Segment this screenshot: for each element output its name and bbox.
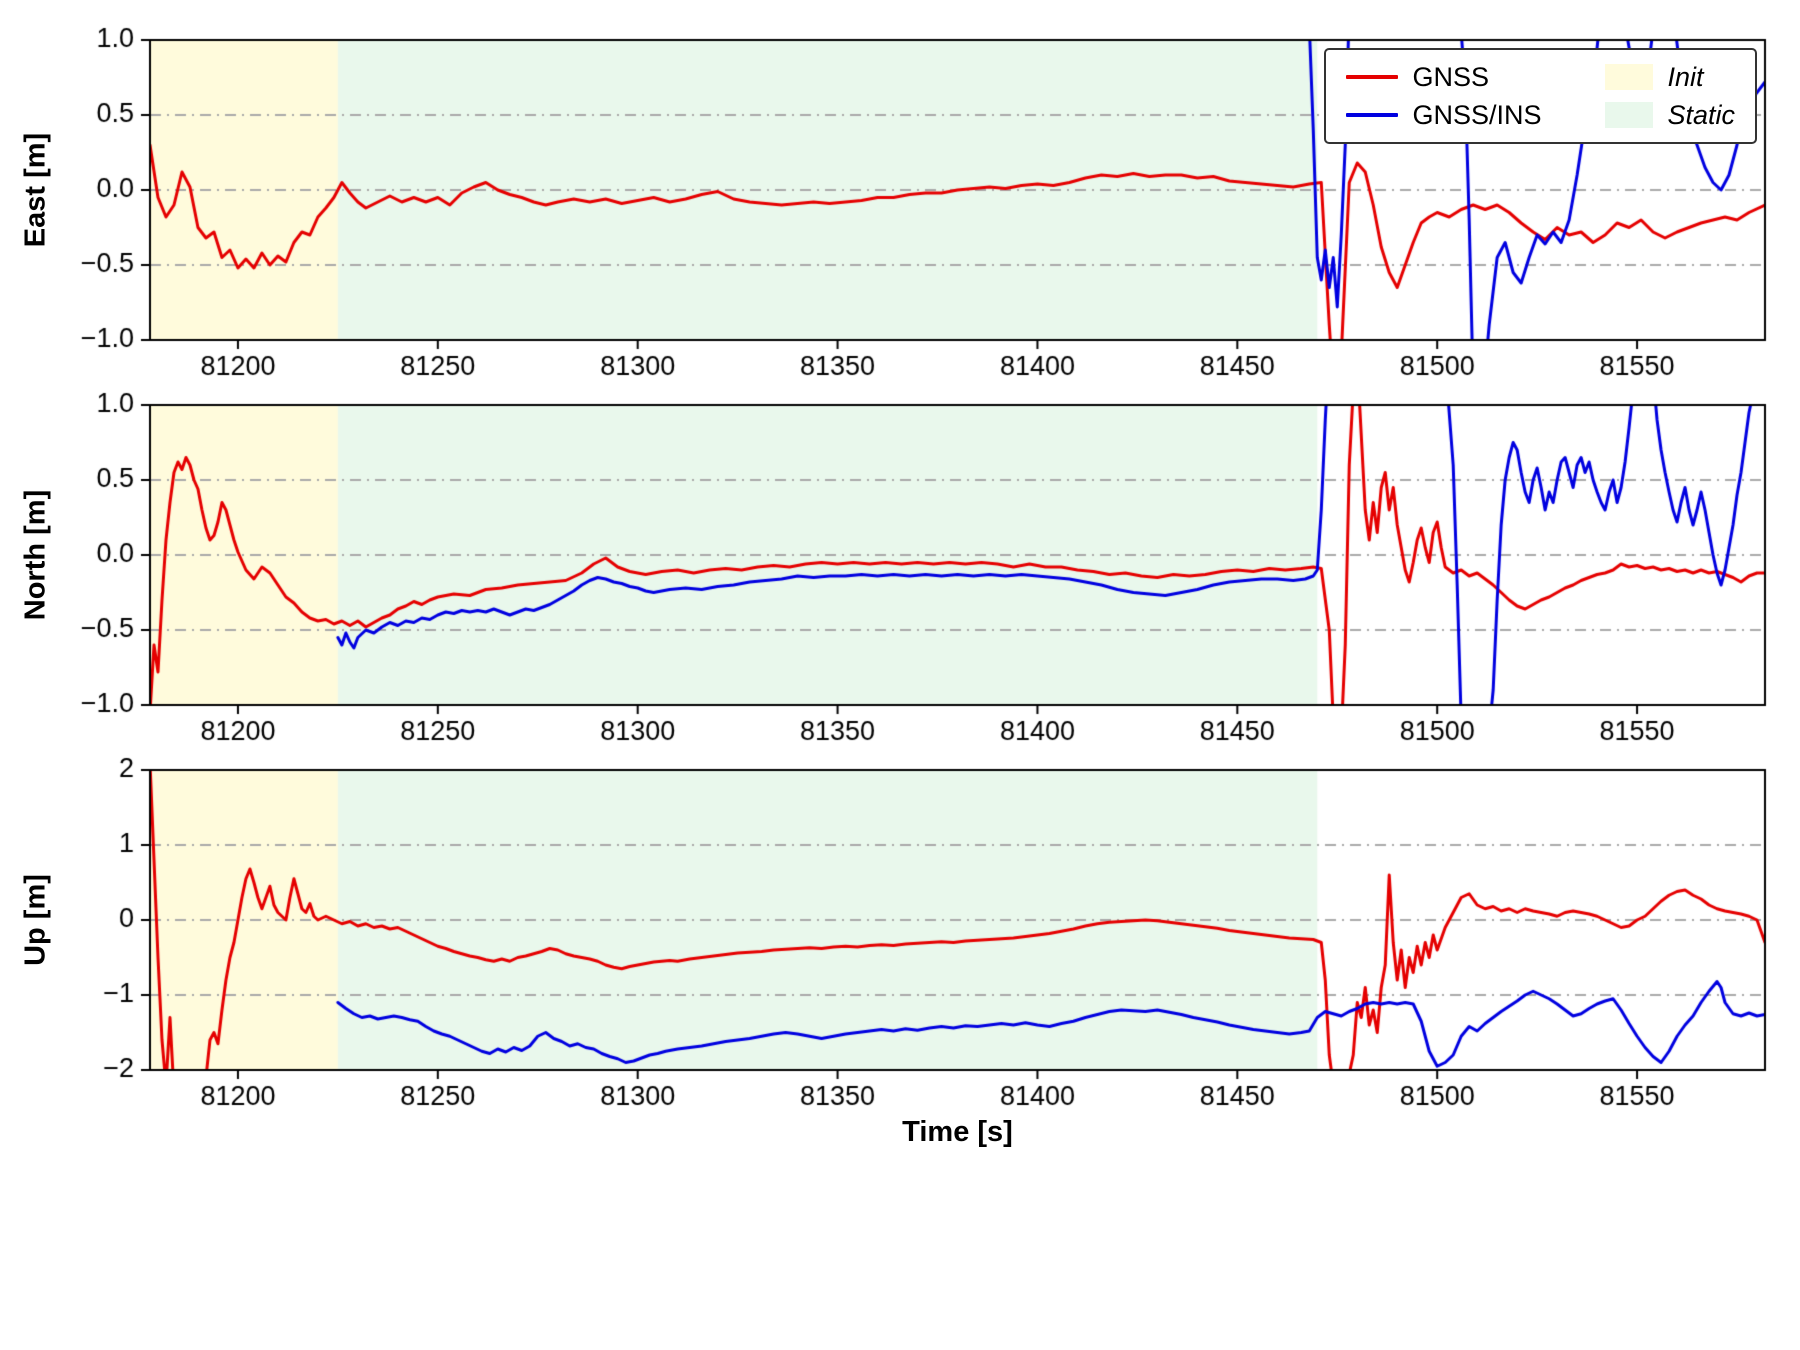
legend: GNSS GNSS/INS Init Static [1324, 48, 1757, 144]
x-axis-label-time: Time [s] [902, 1116, 1013, 1148]
y-axis-label-east: East [m] [19, 132, 52, 248]
y-axis-label-north: North [m] [19, 489, 52, 621]
y-axis-label-up: Up [m] [19, 874, 52, 966]
gnss-ins-line-swatch [1346, 113, 1399, 117]
legend-entry-gnss-ins: GNSS/INS [1346, 100, 1541, 131]
init-patch-swatch [1605, 64, 1654, 90]
legend-label-static: Static [1667, 99, 1735, 130]
legend-entry-gnss: GNSS [1346, 62, 1541, 93]
legend-label-gnss: GNSS [1412, 61, 1489, 92]
legend-label-gnss-ins: GNSS/INS [1412, 99, 1542, 130]
legend-label-init: Init [1667, 61, 1704, 92]
legend-entry-init: Init [1605, 62, 1735, 93]
static-patch-swatch [1605, 102, 1654, 128]
gnss-line-swatch [1346, 75, 1399, 79]
legend-entry-static: Static [1605, 100, 1735, 131]
